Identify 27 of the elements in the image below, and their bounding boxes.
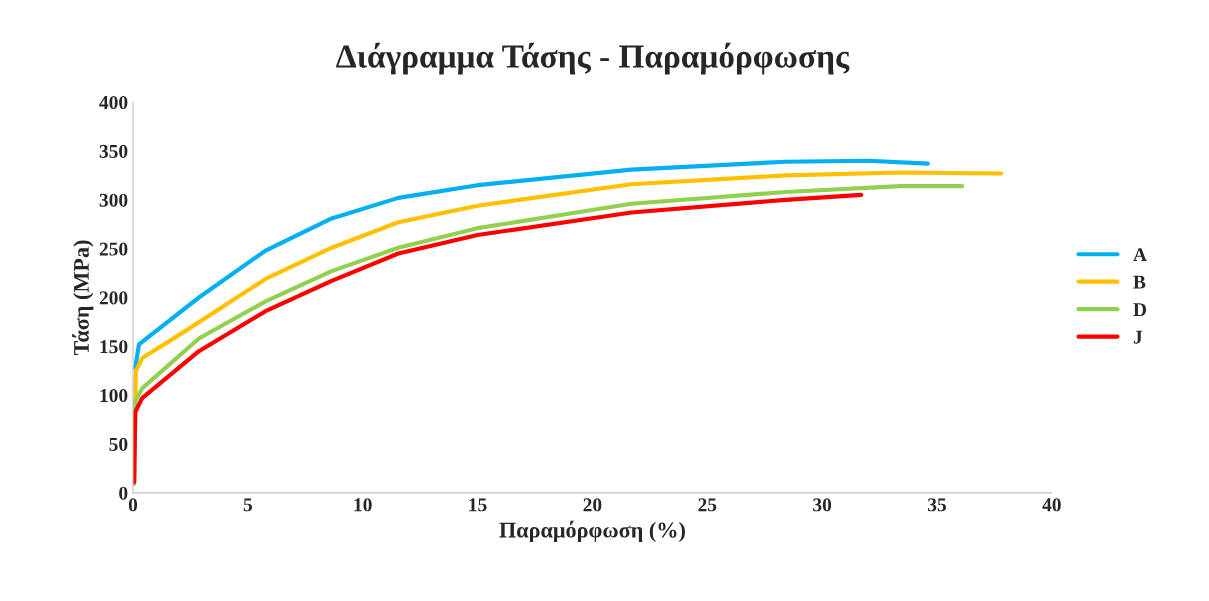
y-tick-label: 300 — [99, 193, 128, 207]
y-tick-label: 50 — [109, 437, 128, 451]
x-tick-label: 0 — [128, 498, 138, 512]
legend-label: B — [1133, 275, 1146, 289]
y-tick-label: 0 — [119, 486, 128, 500]
x-axis-title: Παραμόρφωση (%) — [499, 520, 685, 543]
x-tick-label: 35 — [927, 498, 946, 512]
y-tick-label: 100 — [100, 388, 128, 403]
x-tick-label: 25 — [698, 498, 717, 512]
x-tick-label: 10 — [354, 498, 372, 512]
y-tick-label: 200 — [99, 291, 128, 305]
line-series — [132, 192, 864, 485]
y-tick-label: 150 — [100, 340, 128, 354]
x-tick-label: 15 — [469, 498, 487, 512]
y-tick-label: 250 — [99, 242, 128, 256]
x-tick-label: 40 — [1042, 498, 1061, 512]
y-tick-label: 350 — [99, 144, 128, 158]
legend-label: D — [1133, 303, 1147, 317]
y-tick-label: 400 — [99, 95, 128, 110]
chart-title: Διάγραμμα Τάσης - Παραμόρφωσης — [336, 42, 850, 75]
legend-label: J — [1133, 330, 1143, 344]
legend-label: A — [1133, 248, 1147, 262]
line-series — [133, 158, 930, 370]
x-tick-label: 5 — [243, 498, 252, 512]
x-tick-label: 30 — [813, 498, 832, 512]
y-axis-title: Τάση (MPa) — [72, 240, 94, 356]
x-tick-label: 20 — [583, 498, 602, 512]
